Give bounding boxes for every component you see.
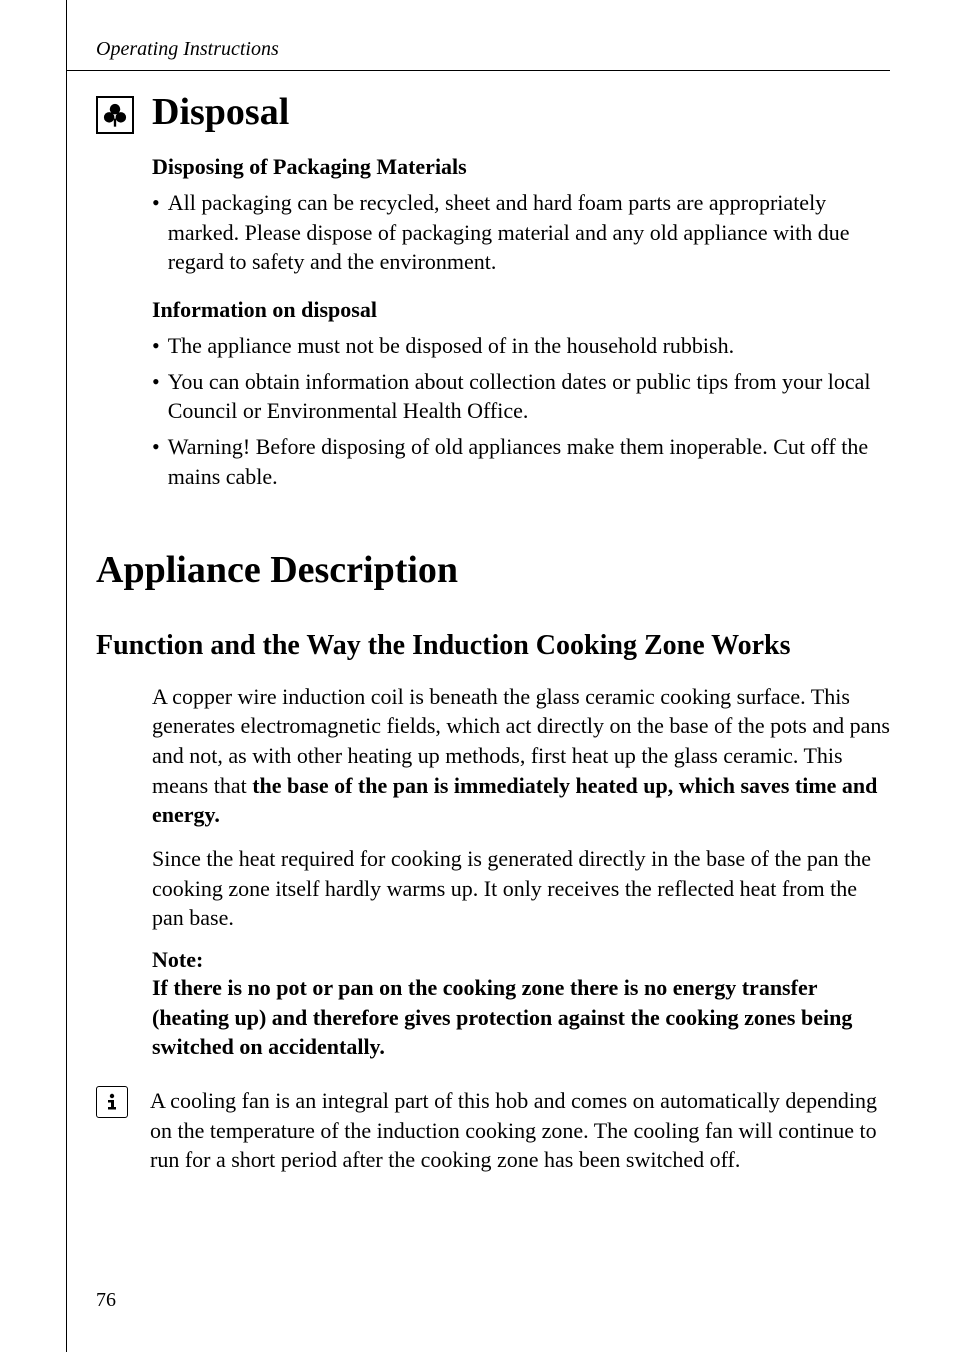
bullet-text: Warning! Before disposing of old applian… [168,432,890,491]
info-disposal-subtitle: Information on disposal [152,297,890,323]
bullet-item: • Warning! Before disposing of old appli… [152,432,890,491]
bullet-marker: • [152,432,160,462]
function-para2: Since the heat required for cooking is g… [152,844,890,933]
clover-icon [96,96,134,134]
disposal-content: Disposing of Packaging Materials • All p… [152,154,890,492]
bullet-marker: • [152,188,160,218]
para1-bold: the base of the pan is immediately heate… [152,773,877,828]
function-content: A copper wire induction coil is beneath … [152,682,890,1063]
info-icon [96,1086,128,1118]
appliance-title: Appliance Description [96,548,890,592]
main-content: Disposal Disposing of Packaging Material… [96,90,890,1175]
page-number: 76 [96,1289,116,1312]
note-text: If there is no pot or pan on the cooking… [152,973,890,1062]
bullet-item: • You can obtain information about colle… [152,367,890,426]
info-text: A cooling fan is an integral part of thi… [150,1086,890,1175]
function-para1: A copper wire induction coil is beneath … [152,682,890,830]
page-left-border [66,0,67,1352]
header-divider [66,70,890,71]
bullet-text: You can obtain information about collect… [168,367,890,426]
header-text: Operating Instructions [96,38,279,61]
bullet-item: • The appliance must not be disposed of … [152,331,890,361]
bullet-marker: • [152,331,160,361]
function-subtitle: Function and the Way the Induction Cooki… [96,630,890,662]
disposal-title: Disposal [152,90,289,134]
bullet-item: • All packaging can be recycled, sheet a… [152,188,890,277]
bullet-marker: • [152,367,160,397]
note-label: Note: [152,947,890,973]
bullet-text: All packaging can be recycled, sheet and… [168,188,890,277]
packaging-subtitle: Disposing of Packaging Materials [152,154,890,180]
disposal-heading-row: Disposal [96,90,890,134]
bullet-text: The appliance must not be disposed of in… [168,331,890,361]
info-section: A cooling fan is an integral part of thi… [96,1086,890,1175]
